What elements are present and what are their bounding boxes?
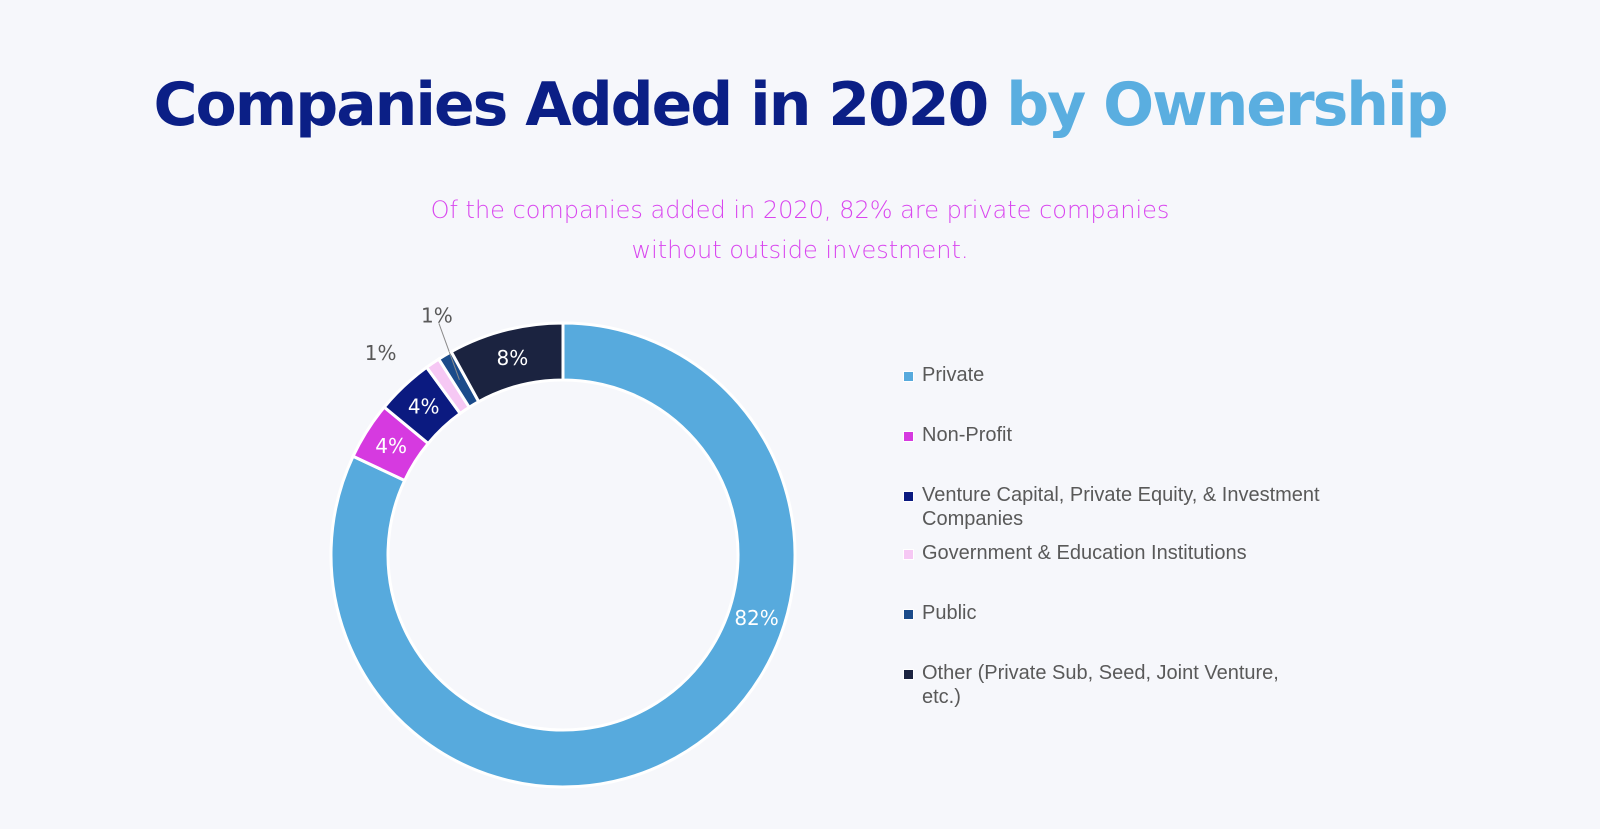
- legend-item: Venture Capital, Private Equity, & Inves…: [903, 483, 1322, 531]
- legend-swatch: [903, 669, 914, 680]
- data-label: 1%: [365, 341, 397, 365]
- subtitle-line-2: without outside investment.: [631, 236, 969, 264]
- legend-item: Non-Profit: [903, 423, 1012, 447]
- data-label: 8%: [497, 346, 529, 370]
- legend-label: Public: [922, 602, 977, 624]
- chart-subtitle: Of the companies added in 2020, 82% are …: [0, 190, 1600, 270]
- legend-swatch: [903, 431, 914, 442]
- chart-title: Companies Added in 2020 by Ownership: [0, 70, 1600, 140]
- title-part-1: Companies Added in 2020: [153, 70, 989, 140]
- data-label: 4%: [375, 434, 407, 458]
- legend-label: Venture Capital, Private Equity, & Inves…: [922, 484, 1320, 530]
- legend-label: Government & Education Institutions: [922, 542, 1247, 564]
- legend-swatch: [903, 371, 914, 382]
- donut-slice-5: [449, 321, 565, 404]
- legend-item: Public: [903, 601, 976, 625]
- legend-item: Private: [903, 363, 984, 387]
- data-label: 82%: [734, 606, 778, 630]
- subtitle-line-1: Of the companies added in 2020, 82% are …: [430, 196, 1170, 224]
- donut-slice-0: [329, 321, 797, 789]
- data-label: 1%: [421, 303, 453, 327]
- legend-item: Government & Education Institutions: [903, 541, 1247, 565]
- legend-swatch: [903, 549, 914, 560]
- legend-swatch: [903, 609, 914, 620]
- legend-swatch: [903, 491, 914, 502]
- leader-line: [438, 323, 460, 381]
- data-label: 4%: [408, 395, 440, 419]
- legend-label: Non-Profit: [922, 424, 1013, 446]
- legend-label: Other (Private Sub, Seed, Joint Venture,…: [922, 662, 1279, 708]
- legend-label: Private: [922, 364, 985, 386]
- title-part-2: by Ownership: [1006, 70, 1448, 140]
- legend-item: Other (Private Sub, Seed, Joint Venture,…: [903, 661, 1322, 709]
